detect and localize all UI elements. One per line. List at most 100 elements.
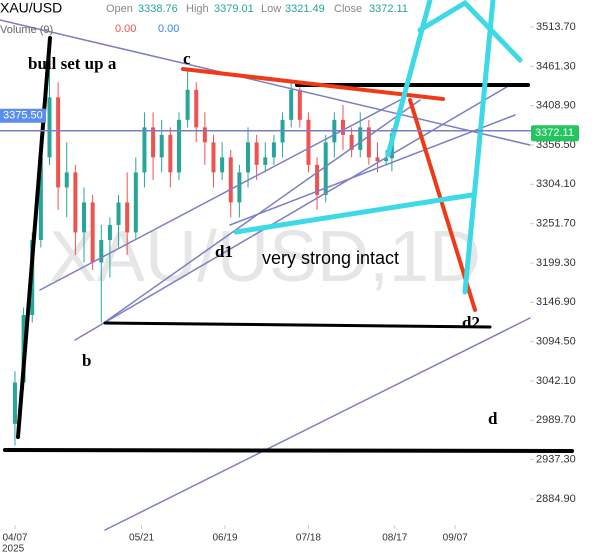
candle-body <box>366 127 371 158</box>
y-tick-label: 2884.90 <box>536 493 576 505</box>
trendline <box>181 67 445 101</box>
y-tick-label: 3356.50 <box>536 139 576 151</box>
ohlc-label: Open <box>106 3 133 15</box>
candle-body <box>384 158 389 162</box>
x-tick-label: 04/07 <box>2 533 27 544</box>
annotation: d <box>488 409 498 428</box>
candle-body <box>246 142 251 173</box>
candle-body <box>12 382 17 424</box>
trendline <box>233 192 475 235</box>
annotation: bull set up a <box>28 54 117 73</box>
trendline <box>229 114 516 226</box>
candle-body <box>64 172 69 188</box>
candle-body <box>159 134 164 158</box>
annotation: b <box>82 351 91 370</box>
candle-body <box>73 172 78 233</box>
y-tick-label: 3513.70 <box>536 21 576 33</box>
y-tick-label: 3094.50 <box>536 336 576 348</box>
candle-body <box>254 142 259 165</box>
watermark: XAU/USD,1D <box>49 217 481 297</box>
candle-body <box>228 157 233 203</box>
candle-body <box>237 172 242 203</box>
candle-body <box>349 134 354 150</box>
candle-body <box>340 119 345 135</box>
candle-body <box>323 142 328 195</box>
candle-body <box>125 202 130 233</box>
candle-body <box>56 97 61 188</box>
header: XAU/USD Open 3338.76 High 3379.01 Low 33… <box>0 0 408 36</box>
candle-body <box>306 119 311 165</box>
y-tick-label: 3146.90 <box>536 296 576 308</box>
ohlc-label: High <box>186 3 209 15</box>
x-tick-label: 09/07 <box>443 533 468 544</box>
candle-body <box>142 127 147 173</box>
trendline <box>74 84 511 341</box>
candle-body <box>133 172 138 233</box>
last-price-box <box>531 125 579 142</box>
trendline <box>417 0 523 63</box>
annotation: c <box>183 49 191 68</box>
candle-body <box>185 89 190 120</box>
candle-body <box>220 157 225 173</box>
ohlc-label: Low <box>261 3 281 15</box>
volume-value: 0.00 <box>158 23 179 35</box>
candle-body <box>90 202 95 263</box>
x-tick-label: 07/18 <box>296 533 321 544</box>
y-tick-label: 3042.10 <box>536 375 576 387</box>
candle-body <box>271 142 276 158</box>
candle-body <box>151 127 156 158</box>
x-tick-label: 06/19 <box>212 533 237 544</box>
trendline <box>39 99 401 291</box>
year-label: 2025 <box>2 544 25 555</box>
trendline <box>462 0 496 295</box>
y-tick-label: 2989.70 <box>536 414 576 426</box>
trendline <box>103 321 492 329</box>
y-tick-label: 2937.30 <box>536 454 576 466</box>
candle-body <box>99 239 104 263</box>
candle-body <box>38 157 43 240</box>
ohlc-value: 3321.49 <box>285 3 325 15</box>
candle-body <box>176 119 181 173</box>
candle-body <box>211 142 216 173</box>
volume-value: 0.00 <box>115 23 136 35</box>
drawings <box>0 0 574 531</box>
ohlc-value: 3379.01 <box>214 3 254 15</box>
annotation: very strong intact <box>262 248 399 268</box>
trendline <box>385 0 433 158</box>
y-tick-label: 3461.30 <box>536 60 576 72</box>
candle-body <box>202 127 207 143</box>
candle-body <box>82 202 87 233</box>
y-tick-label: 3408.90 <box>536 100 576 112</box>
annotation: d2 <box>462 313 480 332</box>
y-tick-label: 3304.10 <box>536 178 576 190</box>
price-label: 3375.50 <box>3 110 43 122</box>
ohlc-value: 3372.11 <box>369 3 408 15</box>
x-tick-label: 08/17 <box>382 533 407 544</box>
candle-body <box>47 97 52 158</box>
annotation: d1 <box>215 242 233 261</box>
candle-body <box>168 134 173 173</box>
y-tick-label: 3251.70 <box>536 218 576 230</box>
candle-body <box>315 164 320 195</box>
price-label-box <box>0 108 46 123</box>
last-price-label: 3372.11 <box>535 127 574 139</box>
trendline <box>104 99 421 323</box>
candle-body <box>289 89 294 120</box>
volume-label: Volume (9) <box>0 24 53 36</box>
symbol-title: XAU/USD <box>0 0 62 16</box>
candle-body <box>116 202 121 225</box>
x-tick-label: 05/21 <box>129 533 154 544</box>
candle-body <box>297 89 302 120</box>
candle-body <box>263 157 268 165</box>
trendline <box>16 36 52 439</box>
trendline <box>0 19 531 146</box>
ohlc-label: Close <box>334 3 362 15</box>
candle-body <box>358 127 363 150</box>
candle-body <box>107 224 112 240</box>
trendline <box>104 317 531 531</box>
trendline <box>3 448 574 453</box>
candle-body <box>194 89 199 128</box>
y-tick-label: 3199.30 <box>536 257 576 269</box>
ohlc-value: 3338.76 <box>138 3 178 15</box>
